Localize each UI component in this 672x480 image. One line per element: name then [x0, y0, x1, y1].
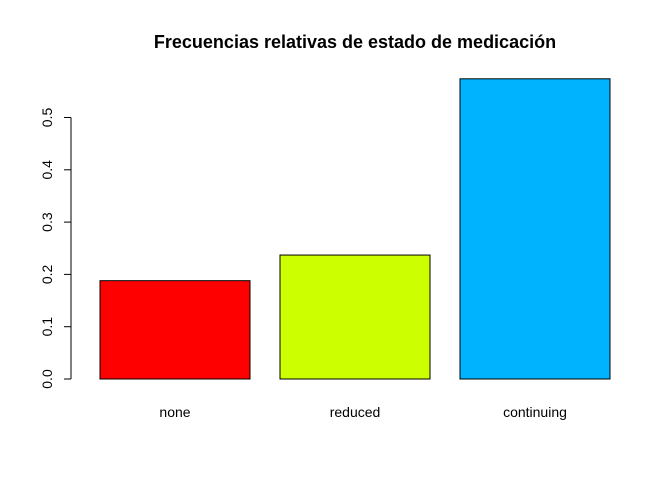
bar-none: [99, 280, 251, 380]
y-tick-label: 0.5: [39, 108, 55, 128]
y-tick-label: 0.2: [39, 264, 55, 284]
x-axis-labels: none reduced continuing: [159, 404, 566, 420]
x-tick-label-continuing: continuing: [503, 404, 567, 420]
chart-title: Frecuencias relativas de estado de medic…: [154, 32, 556, 52]
x-tick-label-none: none: [159, 404, 190, 420]
bars-layer: [99, 78, 611, 380]
y-tick-label: 0.1: [39, 317, 55, 337]
y-tick-label: 0.3: [39, 212, 55, 232]
y-tick-label: 0.0: [39, 369, 55, 389]
bar-reduced: [279, 254, 431, 380]
x-tick-label-reduced: reduced: [330, 404, 381, 420]
y-tick-label: 0.4: [39, 160, 55, 180]
bar-continuing: [459, 78, 611, 380]
y-axis: 0.0 0.1 0.2 0.3 0.4 0.5: [39, 108, 72, 389]
